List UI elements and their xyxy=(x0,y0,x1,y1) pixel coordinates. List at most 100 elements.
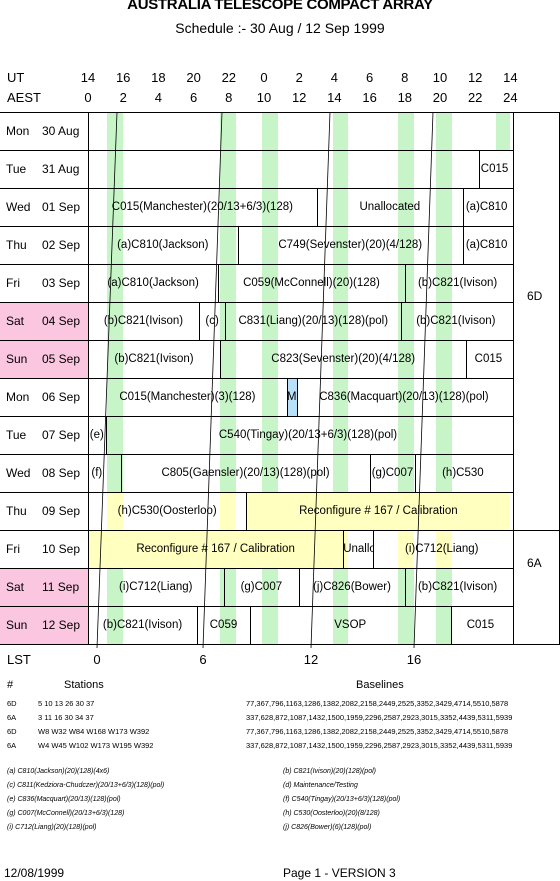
row-divider xyxy=(0,644,560,645)
aest-tick: 24 xyxy=(503,90,518,105)
schedule-block[interactable]: C059(McConnell)(20)(128) xyxy=(243,277,380,289)
row-divider xyxy=(0,454,513,455)
stripe xyxy=(436,530,453,568)
legend-note: (c) C811(Kedziora-Chudczer)(20/13+6/3)(1… xyxy=(7,782,165,789)
schedule-block[interactable]: C015 xyxy=(474,353,503,365)
schedule-block[interactable]: C823(Sevenster)(20)(4/128) xyxy=(271,353,416,365)
schedule-block[interactable]: (i)C712(Liang) xyxy=(119,581,193,593)
schedule-block[interactable]: (b)C821(Ivison) xyxy=(417,277,498,289)
station-list: W4 W45 W102 W173 W195 W392 xyxy=(38,741,154,750)
baseline-list: 77,367,796,1163,1286,1382,2082,2158,2449… xyxy=(246,699,509,708)
schedule-block[interactable]: (b)C821(Ivison) xyxy=(417,581,498,593)
stripe xyxy=(332,226,349,264)
block-divider xyxy=(450,606,452,644)
schedule-block[interactable]: (f) xyxy=(91,467,103,479)
stripe xyxy=(107,416,124,454)
stripe xyxy=(262,226,279,264)
day-label: Sun 05 Sep xyxy=(0,340,88,378)
schedule-block[interactable]: (g)C007 xyxy=(371,467,414,479)
schedule-block[interactable]: (h)C530 xyxy=(442,467,484,479)
schedule-block[interactable]: C059 xyxy=(209,619,238,631)
ut-tick: 14 xyxy=(80,70,96,85)
schedule-block[interactable]: C836(Macquart)(20/13)(128)(pol) xyxy=(319,391,489,403)
schedule-block[interactable]: (j)C826(Bower) xyxy=(313,581,391,593)
schedule-block[interactable]: (b)C821(Ivison) xyxy=(102,619,183,631)
aest-tick: 2 xyxy=(119,90,127,105)
schedule-block[interactable]: C015(Manchester)(3)(128) xyxy=(119,391,256,403)
schedule-block[interactable]: (e) xyxy=(89,429,104,441)
schedule-block[interactable]: (c) xyxy=(205,315,219,327)
schedule-block[interactable]: (b)C821(Ivison) xyxy=(114,353,194,365)
schedule-block[interactable]: (a)C810(Jackson) xyxy=(107,277,199,289)
schedule-block[interactable]: C831(Liang)(20/13)(128)(pol) xyxy=(238,315,389,327)
schedule-block[interactable]: (h)C530(Oosterloo) xyxy=(117,505,217,517)
day-date: 12 Sep xyxy=(42,618,81,632)
ut-axis-label: UT xyxy=(7,70,25,85)
schedule-block[interactable]: C540(Tingay)(20/13+6/3)(128)(pol) xyxy=(218,429,398,441)
schedule-block[interactable]: Reconfigure # 167 / Calibration xyxy=(88,530,344,568)
day-of-week: Sun xyxy=(6,618,28,632)
schedule-block[interactable]: Maint xyxy=(286,378,298,416)
schedule-block[interactable]: Reconfigure # 167 / Calibration xyxy=(246,492,511,530)
ut-tick: 6 xyxy=(365,70,374,85)
station-list: W8 W32 W84 W168 W173 W392 xyxy=(38,727,150,736)
schedule-block[interactable]: (b)C821(Ivison) xyxy=(103,315,184,327)
stripe xyxy=(332,454,349,492)
baseline-list: 337,628,872,1087,1432,1500,1959,2296,258… xyxy=(246,741,513,750)
row-divider xyxy=(0,302,513,303)
day-of-week: Thu xyxy=(6,504,27,518)
block-divider xyxy=(218,264,220,302)
aest-tick: 18 xyxy=(397,90,413,105)
stripe xyxy=(107,378,124,416)
stripe xyxy=(436,302,453,340)
day-of-week: Sat xyxy=(6,314,25,328)
schedule-block[interactable]: (a)C810 xyxy=(465,201,508,213)
schedule-block[interactable]: C749(Sevenster)(20)(4/128) xyxy=(278,239,423,251)
aest-tick: 22 xyxy=(467,90,483,105)
schedule-block[interactable]: (b)C821(Ivison) xyxy=(416,315,496,327)
row-divider xyxy=(0,340,513,341)
schedule-block[interactable]: Unalloc. xyxy=(343,543,374,555)
stripe xyxy=(107,492,124,530)
schedule-block[interactable]: (a)C810 xyxy=(465,239,508,251)
day-date: 07 Sep xyxy=(42,428,81,442)
day-date: 03 Sep xyxy=(42,276,81,290)
stripe xyxy=(332,112,349,150)
config-6d-label: 6D xyxy=(527,289,543,303)
block-divider xyxy=(286,378,288,416)
block-divider xyxy=(401,302,403,340)
stripe xyxy=(436,606,453,644)
column-divider xyxy=(88,112,89,644)
lst-tick: 6 xyxy=(199,652,207,667)
schedule-block[interactable]: (a)C810(Jackson) xyxy=(117,239,209,251)
stripe xyxy=(262,378,279,416)
schedule-row: Tue 07 Sep (e) C540(Tingay)(20/13+6/3)(128)… xyxy=(0,416,513,454)
schedule-row: Mon 30 Aug xyxy=(0,112,513,150)
lst-axis-label: LST xyxy=(7,652,31,667)
schedule-block[interactable]: (i)C712(Liang) xyxy=(404,543,479,555)
row-divider xyxy=(0,150,513,151)
schedule-block[interactable]: C015(Manchester)(20/13+6/3)(128) xyxy=(111,201,294,213)
block-divider xyxy=(121,454,123,492)
stripe xyxy=(262,302,279,340)
stripe xyxy=(397,188,414,226)
day-label: Sun 12 Sep xyxy=(0,606,88,644)
block-divider xyxy=(373,530,375,568)
stripe xyxy=(107,568,124,606)
block-divider xyxy=(343,530,345,568)
block-divider xyxy=(237,226,239,264)
row-divider xyxy=(0,378,513,379)
schedule-block[interactable]: Unallocated xyxy=(359,201,421,213)
schedule-block[interactable]: C015 xyxy=(480,163,509,175)
schedule-block[interactable]: C015 xyxy=(466,619,495,631)
day-label: Sat 11 Sep xyxy=(0,568,88,606)
schedule-block[interactable]: C805(Gaensler)(20/13)(128)(pol) xyxy=(161,467,330,479)
schedule-block[interactable]: (g)C007 xyxy=(240,581,283,593)
day-of-week: Mon xyxy=(6,124,30,138)
day-label: Sat 04 Sep xyxy=(0,302,88,340)
schedule-block[interactable]: VSOP xyxy=(334,619,367,631)
stripe xyxy=(397,112,414,150)
stripe xyxy=(262,568,279,606)
lst-line xyxy=(413,112,434,648)
block-divider xyxy=(404,568,406,606)
